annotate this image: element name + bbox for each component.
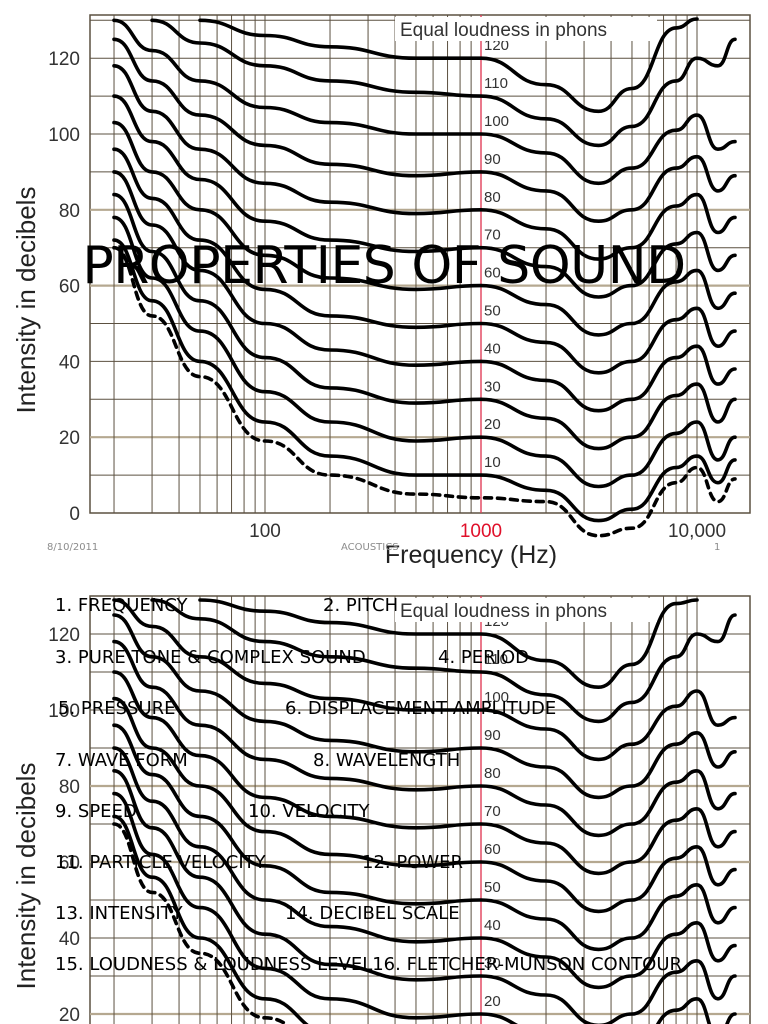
svg-text:100: 100	[48, 125, 80, 146]
loudness-curve	[112, 723, 737, 952]
loudness-curve	[112, 814, 309, 1024]
loudness-curve	[112, 147, 737, 375]
svg-text:40: 40	[59, 929, 80, 950]
svg-text:Frequency (Hz): Frequency (Hz)	[385, 541, 557, 569]
svg-text:Intensity in decibels: Intensity in decibels	[11, 763, 41, 990]
loudness-curve	[112, 215, 737, 489]
svg-text:40: 40	[484, 340, 501, 357]
svg-text:40: 40	[484, 917, 501, 934]
slide-1: 120 110 100 90 80 70 60 50 40 30 20 10 Equal loudnes…	[11, 14, 751, 569]
svg-text:80: 80	[484, 189, 501, 206]
svg-text:80: 80	[59, 777, 80, 798]
topic-item: 5. PRESSURE	[58, 698, 176, 719]
loudness-curve	[150, 18, 737, 148]
topic-item: 6. DISPLACEMENT AMPLITUDE	[285, 698, 557, 719]
loudness-curve	[112, 37, 737, 224]
loudness-curve	[112, 822, 289, 1024]
svg-text:100: 100	[249, 521, 281, 542]
loudness-curve	[112, 238, 737, 523]
slide-title: PROPERTIES OF SOUND	[82, 236, 686, 296]
svg-text:90: 90	[484, 151, 501, 168]
svg-text:100: 100	[48, 701, 80, 722]
svg-text:30: 30	[484, 378, 501, 395]
svg-text:20: 20	[484, 416, 501, 433]
loudness-curve	[112, 64, 737, 261]
loudness-curve	[112, 746, 737, 990]
topic-item: 7. WAVE FORM	[55, 750, 188, 771]
svg-text:60: 60	[59, 277, 80, 298]
svg-text:60: 60	[484, 841, 501, 858]
loudness-curve	[112, 18, 737, 186]
topic-list: 1. FREQUENCY 2. PITCH 3. PURE TONE & COM…	[0, 576, 768, 1024]
footer-date: 8/10/2011	[47, 542, 99, 553]
topic-item: 2. PITCH	[323, 595, 399, 616]
loudness-curve	[112, 170, 737, 413]
svg-text:30: 30	[484, 955, 501, 972]
svg-text:100: 100	[484, 689, 509, 706]
loudness-curve	[112, 192, 737, 451]
loudness-curve	[198, 598, 699, 690]
loudness-curve	[112, 598, 737, 762]
svg-text:60: 60	[484, 265, 501, 282]
svg-text:10: 10	[484, 454, 501, 471]
svg-text:Equal loudness in phons: Equal loudness in phons	[400, 601, 607, 622]
svg-text:Equal loudness in phons: Equal loudness in phons	[400, 20, 607, 41]
svg-text:120: 120	[48, 625, 80, 646]
svg-text:90: 90	[484, 727, 501, 744]
loudness-curve	[112, 120, 737, 337]
topic-item: 9. SPEED	[55, 801, 137, 822]
svg-text:120: 120	[48, 49, 80, 70]
svg-text:110: 110	[484, 651, 508, 668]
svg-text:80: 80	[484, 765, 501, 782]
svg-text:20: 20	[59, 1005, 80, 1024]
loudness-curve	[112, 670, 737, 876]
topic-item: 11. PARTICLE VELOCITY	[55, 852, 266, 873]
loudness-curve	[112, 639, 737, 838]
svg-text:50: 50	[484, 879, 501, 896]
topic-item: 13. INTENSITY	[55, 903, 183, 924]
svg-text:80: 80	[59, 201, 80, 222]
svg-text:40: 40	[59, 352, 80, 373]
svg-text:0: 0	[69, 504, 80, 525]
loudness-curve	[112, 791, 737, 1024]
topic-item: 15. LOUDNESS & LOUDNESS LEVEL16. FLETCHE…	[55, 954, 683, 975]
svg-text:70: 70	[484, 803, 501, 820]
svg-text:70: 70	[484, 227, 501, 244]
topic-item: 3. PURE TONE & COMPLEX SOUND	[55, 647, 366, 668]
footer-page-number: 1	[714, 542, 721, 553]
svg-text:50: 50	[484, 303, 501, 320]
footer-center-text: ACOUSTICS	[341, 542, 399, 553]
loudness-curve	[198, 17, 699, 114]
loudness-curve	[112, 696, 737, 914]
loudness-curve	[112, 94, 737, 299]
loudness-curve	[112, 769, 737, 1024]
topic-item: 14. DECIBEL SCALE	[285, 903, 460, 924]
loudness-curve	[112, 613, 737, 800]
svg-text:100: 100	[484, 113, 509, 130]
loudness-curve	[150, 598, 737, 724]
topic-item: 12. POWER	[362, 852, 464, 873]
topic-item: 8. WAVELENGTH	[313, 750, 461, 771]
topic-item: 4. PERIOD	[438, 647, 529, 668]
topic-item: 10. VELOCITY	[248, 801, 370, 822]
svg-text:110: 110	[484, 75, 508, 92]
loudness-curve	[112, 245, 737, 538]
svg-text:60: 60	[59, 853, 80, 874]
svg-text:20: 20	[59, 428, 80, 449]
svg-text:10,000: 10,000	[668, 521, 726, 542]
topic-item: 1. FREQUENCY	[55, 595, 188, 616]
svg-text:Intensity in decibels: Intensity in decibels	[11, 187, 41, 414]
svg-text:1000: 1000	[460, 521, 502, 542]
svg-text:20: 20	[484, 993, 501, 1010]
svg-text:120: 120	[484, 37, 509, 54]
